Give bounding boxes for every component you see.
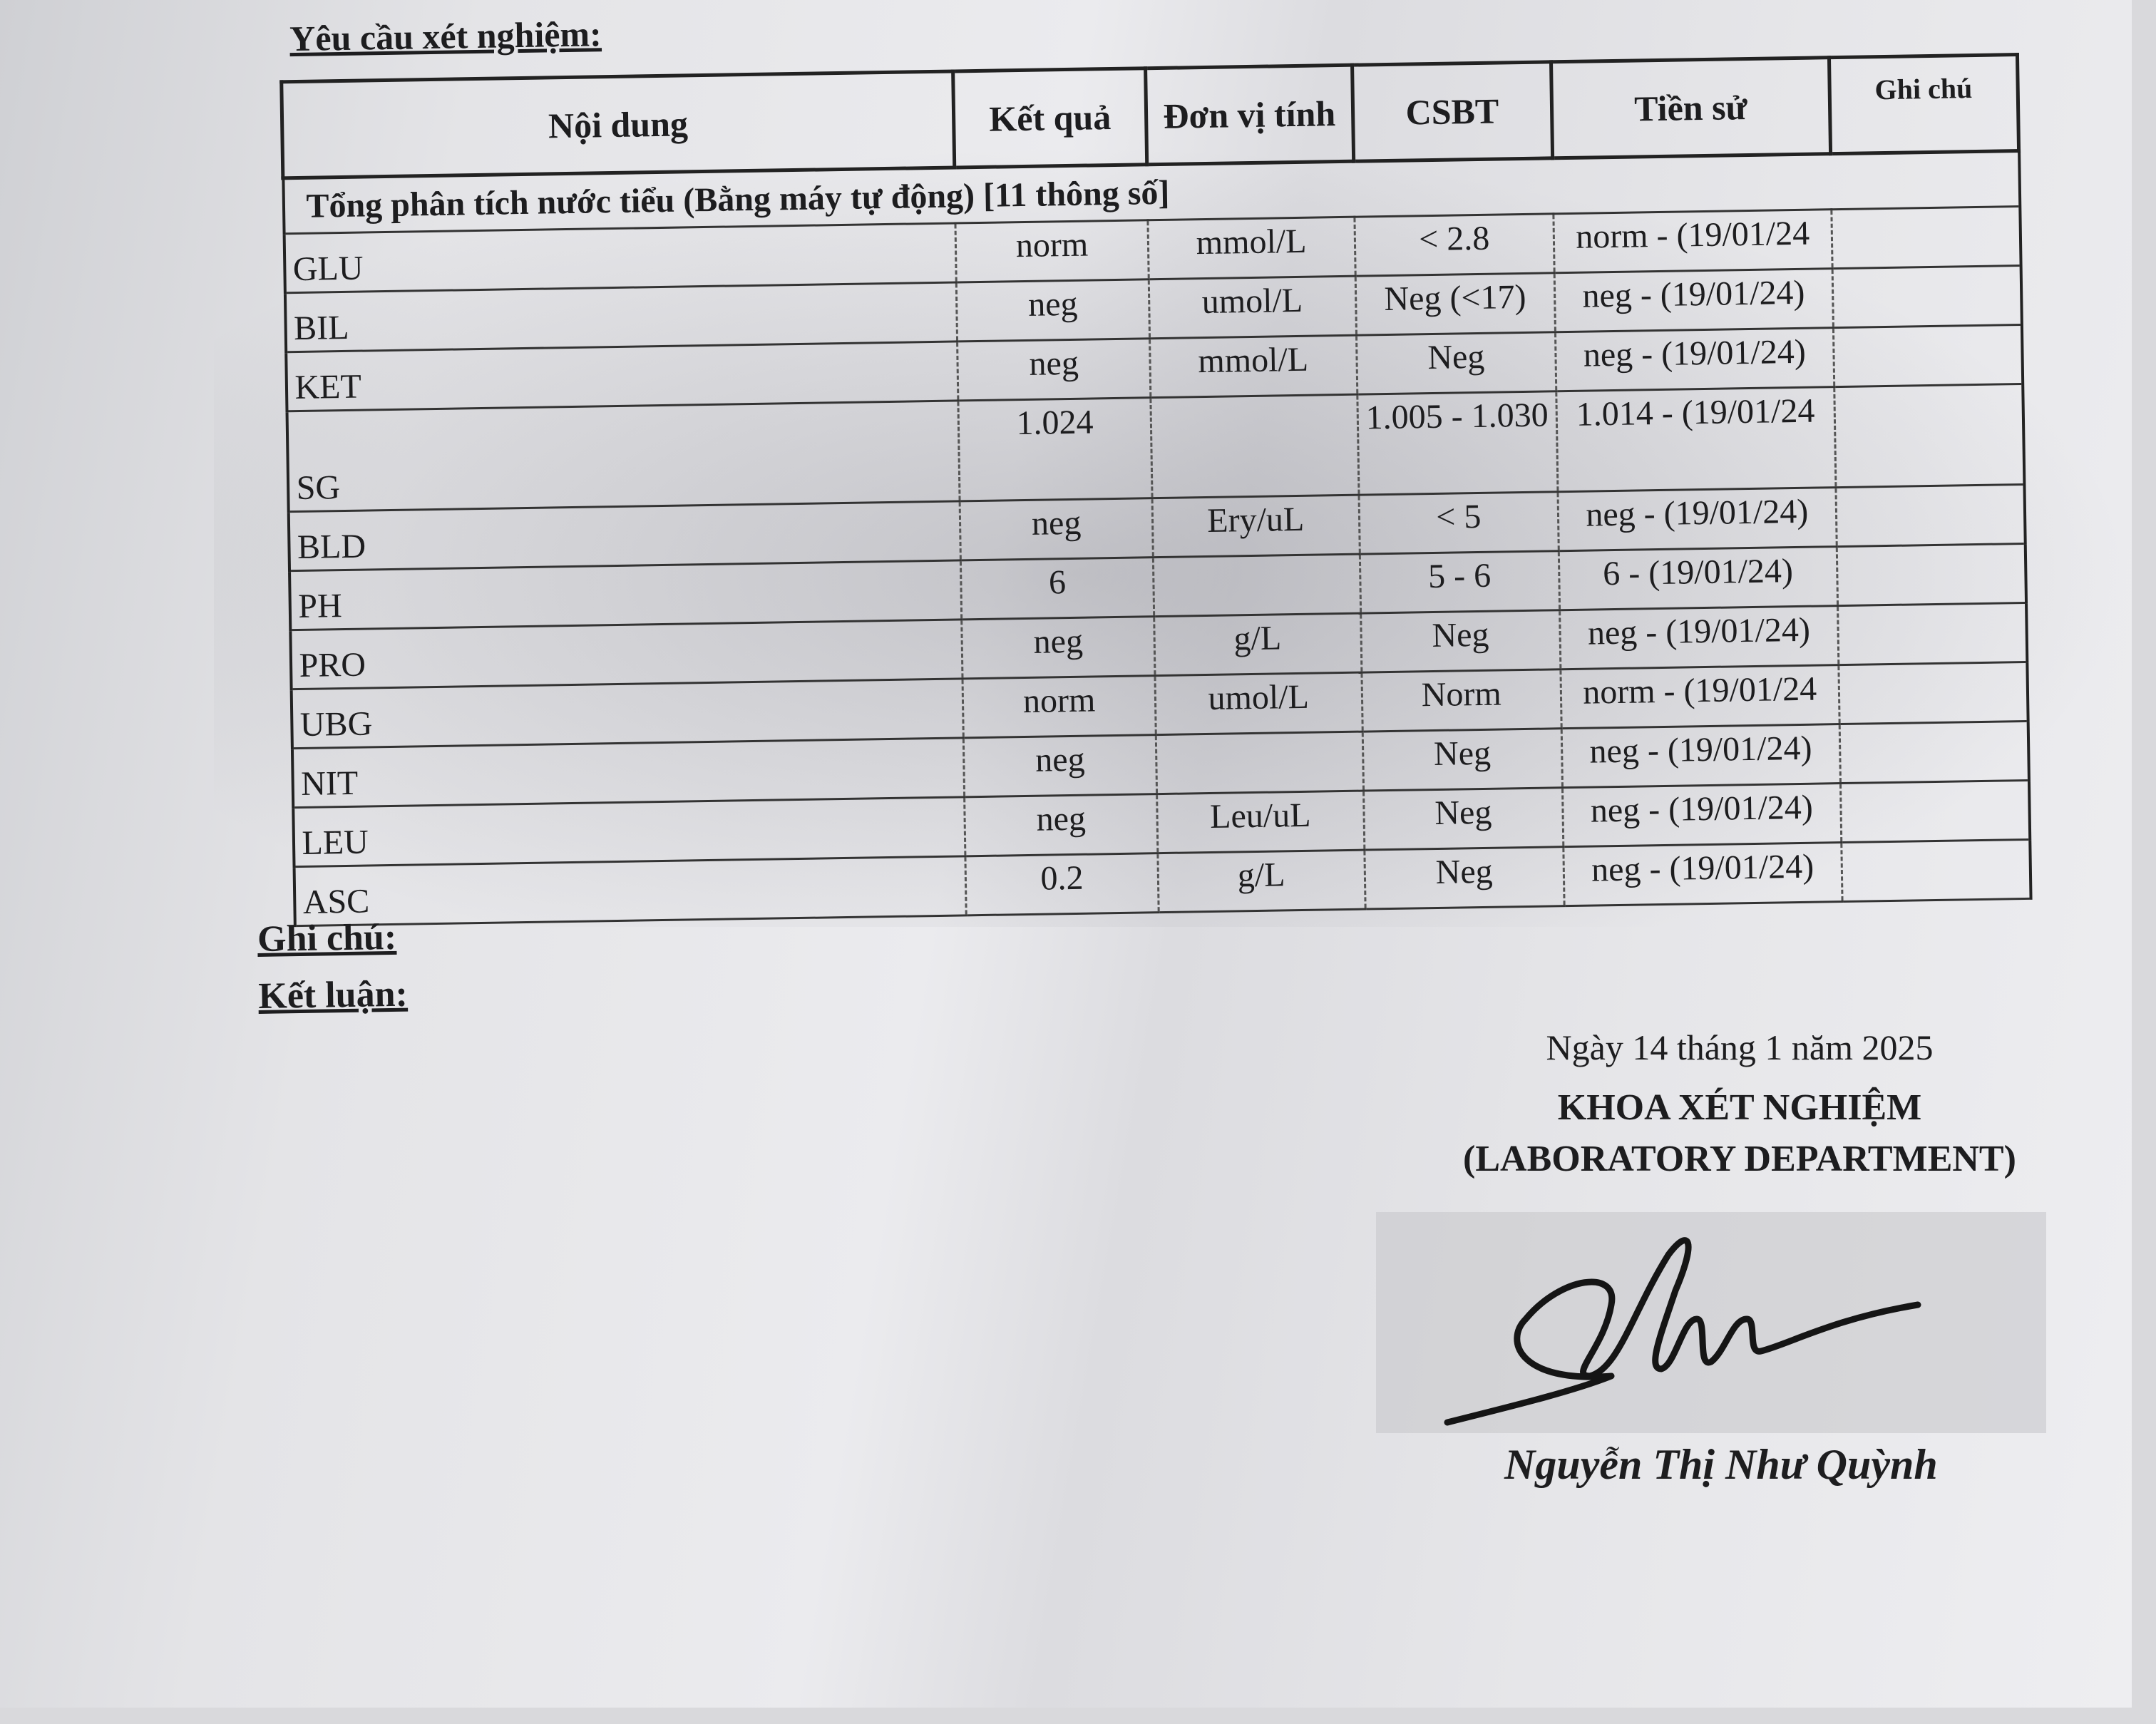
test-history: norm - (19/01/24	[1553, 209, 1832, 273]
header-content: Nội dung	[281, 71, 955, 178]
test-reference: 1.005 - 1.030	[1357, 391, 1559, 496]
test-unit	[1153, 554, 1361, 617]
test-name: SG	[286, 400, 960, 512]
test-unit	[1156, 732, 1364, 794]
test-reference: Neg	[1364, 846, 1565, 910]
test-reference: 5 - 6	[1359, 550, 1560, 614]
test-reference: Neg	[1356, 332, 1556, 395]
department-name-en: (LABORATORY DEPARTMENT)	[1463, 1139, 2016, 1179]
test-unit: mmol/L	[1149, 335, 1357, 398]
test-history: neg - (19/01/24)	[1558, 487, 1837, 551]
test-result: 6	[960, 557, 1154, 620]
test-name: PH	[289, 560, 962, 630]
test-reference: Neg	[1360, 610, 1561, 673]
test-unit: g/L	[1157, 850, 1365, 913]
test-name: LEU	[292, 796, 966, 867]
header-unit: Đơn vị tính	[1145, 65, 1354, 165]
test-unit: mmol/L	[1147, 217, 1355, 279]
test-unit: g/L	[1154, 613, 1362, 676]
department-name: KHOA XÉT NGHIỆM	[1557, 1087, 1922, 1128]
test-result: 0.2	[965, 853, 1159, 915]
header-reference: CSBT	[1352, 61, 1553, 162]
test-note	[1837, 602, 2027, 665]
test-note	[1838, 662, 2028, 724]
test-unit: umol/L	[1149, 276, 1357, 339]
test-unit: Leu/uL	[1156, 791, 1365, 853]
test-result: norm	[955, 220, 1149, 282]
test-unit: Ery/uL	[1151, 495, 1360, 558]
test-note	[1832, 324, 2023, 387]
results-table: Nội dung Kết quả Đơn vị tính CSBT Tiền s…	[279, 53, 2032, 927]
test-unit	[1150, 394, 1359, 498]
test-name: PRO	[289, 619, 963, 689]
test-history: neg - (19/01/24)	[1559, 605, 1839, 669]
test-history: neg - (19/01/24)	[1555, 327, 1834, 391]
test-result: neg	[962, 616, 1155, 679]
test-history: norm - (19/01/24	[1560, 665, 1839, 729]
test-note	[1839, 721, 2029, 784]
test-note	[1835, 484, 2026, 547]
test-name: BIL	[284, 282, 958, 352]
section-title: Yêu cầu xét nghiệm:	[289, 14, 602, 59]
test-note	[1831, 206, 2021, 269]
test-name: GLU	[284, 222, 957, 293]
test-history: neg - (19/01/24)	[1563, 842, 1842, 906]
test-history: neg - (19/01/24)	[1562, 783, 1842, 847]
test-reference: < 5	[1358, 491, 1559, 555]
test-result: neg	[964, 794, 1158, 856]
test-name: KET	[285, 341, 959, 411]
signature-block: Ngày 14 tháng 1 năm 2025 KHOA XÉT NGHIỆM…	[1419, 1027, 2060, 1185]
test-note	[1834, 384, 2024, 488]
test-reference: < 2.8	[1354, 213, 1555, 277]
test-reference: Norm	[1361, 669, 1562, 732]
test-history: neg - (19/01/24)	[1554, 268, 1833, 332]
test-result: neg	[963, 734, 1157, 797]
test-result: norm	[962, 675, 1156, 738]
test-result: neg	[960, 498, 1154, 560]
signature-area	[1376, 1212, 2046, 1433]
test-result: neg	[957, 338, 1151, 401]
test-result: 1.024	[958, 397, 1152, 501]
header-note: Ghi chú	[1829, 54, 2019, 154]
test-name: UBG	[291, 678, 964, 749]
test-history: 1.014 - (19/01/24	[1556, 386, 1836, 492]
signer-name: Nguyễn Thị Như Quỳnh	[1504, 1441, 1938, 1488]
signature-image	[1444, 1237, 1921, 1426]
test-history: neg - (19/01/24)	[1561, 724, 1841, 788]
header-result: Kết quả	[953, 68, 1147, 168]
test-history: 6 - (19/01/24)	[1559, 546, 1838, 610]
test-name: NIT	[292, 737, 965, 808]
test-note	[1840, 780, 2030, 843]
test-reference: Neg	[1362, 728, 1563, 791]
test-result: neg	[956, 279, 1150, 342]
header-history: Tiền sử	[1551, 57, 1831, 158]
report-date: Ngày 14 tháng 1 năm 2025	[1546, 1027, 1934, 1067]
test-name: BLD	[288, 501, 961, 571]
notes-label: Ghi chú:	[257, 916, 397, 960]
conclusion-label: Kết luận:	[257, 973, 409, 1017]
test-note	[1841, 839, 2031, 902]
test-note	[1832, 265, 2022, 328]
test-note	[1836, 543, 2026, 606]
test-reference: Neg (<17)	[1355, 272, 1556, 336]
test-reference: Neg	[1363, 787, 1564, 851]
test-unit: umol/L	[1154, 672, 1362, 735]
